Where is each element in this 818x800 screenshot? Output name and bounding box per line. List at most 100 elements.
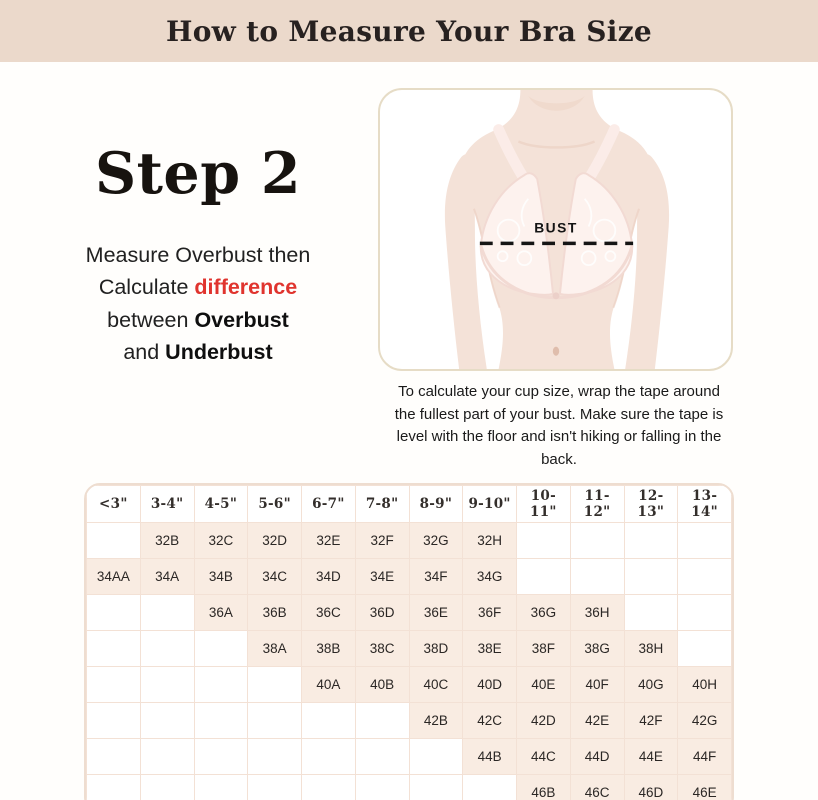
size-cell: 32E — [301, 522, 356, 559]
size-cell: 44D — [569, 738, 625, 775]
empty-cell — [247, 738, 302, 775]
bra-bow — [552, 292, 560, 300]
column-header: 7-8" — [354, 485, 410, 523]
empty-cell — [247, 774, 302, 800]
size-cell: 38D — [408, 630, 464, 667]
empty-cell — [86, 630, 141, 667]
bra-right-cup — [558, 172, 634, 296]
column-header: 11-12" — [569, 485, 625, 523]
size-cell: 46C — [569, 774, 625, 800]
neck-shadow — [528, 95, 585, 111]
size-cell: 46E — [677, 774, 732, 800]
size-cell: 44C — [516, 738, 571, 775]
size-cell: 34D — [301, 558, 356, 595]
step-line4-prefix: and — [123, 339, 166, 364]
size-cell: 36E — [408, 594, 464, 631]
size-cell: 34E — [354, 558, 410, 595]
table-row: 40A 40B 40C 40D 40E 40F 40G 40H — [86, 666, 732, 703]
size-cell: 34A — [139, 558, 195, 595]
empty-cell — [301, 702, 356, 739]
measurement-figure-card: BUST — [378, 88, 733, 371]
size-cell: 32G — [408, 522, 464, 559]
size-cell: 36F — [462, 594, 517, 631]
empty-cell — [677, 630, 732, 667]
size-cell: 40D — [462, 666, 517, 703]
empty-cell — [569, 522, 625, 559]
size-cell: 46B — [516, 774, 571, 800]
step-line1: Measure Overbust then — [85, 243, 311, 267]
empty-cell — [139, 630, 195, 667]
table-row: 38A 38B 38C 38D 38E 38F 38G 38H — [86, 630, 732, 667]
table-row: 46B 46C 46D 46E — [86, 774, 732, 800]
column-header: 12-13" — [623, 485, 679, 523]
empty-cell — [569, 558, 625, 595]
table-row: 32B 32C 32D 32E 32F 32G 32H — [86, 522, 732, 559]
size-cell: 40A — [301, 666, 356, 703]
column-header: 5-6" — [247, 485, 302, 523]
size-cell: 36D — [354, 594, 410, 631]
size-cell: 34AA — [86, 558, 141, 595]
empty-cell — [86, 774, 141, 800]
empty-cell — [623, 594, 679, 631]
table-row: 44B 44C 44D 44E 44F — [86, 738, 732, 775]
empty-cell — [301, 738, 356, 775]
column-header: 4-5" — [193, 485, 249, 523]
bra-left-strap — [493, 124, 530, 185]
empty-cell — [516, 522, 571, 559]
size-cell: 34G — [462, 558, 517, 595]
empty-cell — [354, 774, 410, 800]
size-cell: 40G — [623, 666, 679, 703]
size-cell: 42B — [408, 702, 464, 739]
size-cell: 44E — [623, 738, 679, 775]
empty-cell — [408, 738, 464, 775]
empty-cell — [408, 774, 464, 800]
table-row: 34AA 34A 34B 34C 34D 34E 34F 34G — [86, 558, 732, 595]
right-arm — [625, 153, 670, 369]
size-cell: 32C — [193, 522, 249, 559]
empty-cell — [139, 702, 195, 739]
size-cell: 36A — [193, 594, 249, 631]
table-row: 36A 36B 36C 36D 36E 36F 36G 36H — [86, 594, 732, 631]
overbust-bold: Overbust — [194, 307, 289, 332]
empty-cell — [247, 666, 302, 703]
size-cell: 42D — [516, 702, 571, 739]
size-cell: 34F — [408, 558, 464, 595]
empty-cell — [193, 630, 249, 667]
bra-left-cup — [479, 172, 555, 296]
size-cell: 44F — [677, 738, 732, 775]
empty-cell — [193, 702, 249, 739]
size-cell: 42G — [677, 702, 732, 739]
empty-cell — [86, 594, 141, 631]
empty-cell — [139, 774, 195, 800]
size-cell: 32D — [247, 522, 302, 559]
empty-cell — [516, 558, 571, 595]
size-cell: 38H — [623, 630, 679, 667]
size-cell: 42C — [462, 702, 517, 739]
step-line2-prefix: Calculate — [98, 275, 195, 300]
column-header: 13-14" — [677, 485, 732, 523]
empty-cell — [139, 594, 195, 631]
figure-caption: To calculate your cup size, wrap the tap… — [394, 383, 724, 468]
bra-right-strap — [583, 124, 620, 185]
column-header: 6-7" — [301, 485, 356, 523]
size-cell: 38B — [301, 630, 356, 667]
size-cell: 42E — [569, 702, 625, 739]
column-header: <3" — [86, 485, 141, 523]
lace-texture — [496, 198, 617, 267]
torso-illustration: BUST — [444, 90, 670, 369]
size-cell: 40C — [408, 666, 464, 703]
empty-cell — [677, 594, 732, 631]
empty-cell — [86, 702, 141, 739]
size-cell: 44B — [462, 738, 517, 775]
empty-cell — [354, 702, 410, 739]
size-chart-table: <3" 3-4" 4-5" 5-6" 6-7" 7-8" 8-9" 9-10" 10-11" 11… — [86, 485, 732, 800]
empty-cell — [193, 666, 249, 703]
size-cell: 40B — [354, 666, 410, 703]
left-arm — [444, 153, 487, 369]
column-header: 9-10" — [462, 485, 517, 523]
bust-label: BUST — [534, 219, 578, 235]
size-cell: 38F — [516, 630, 571, 667]
size-cell: 42F — [623, 702, 679, 739]
size-cell: 38G — [569, 630, 625, 667]
